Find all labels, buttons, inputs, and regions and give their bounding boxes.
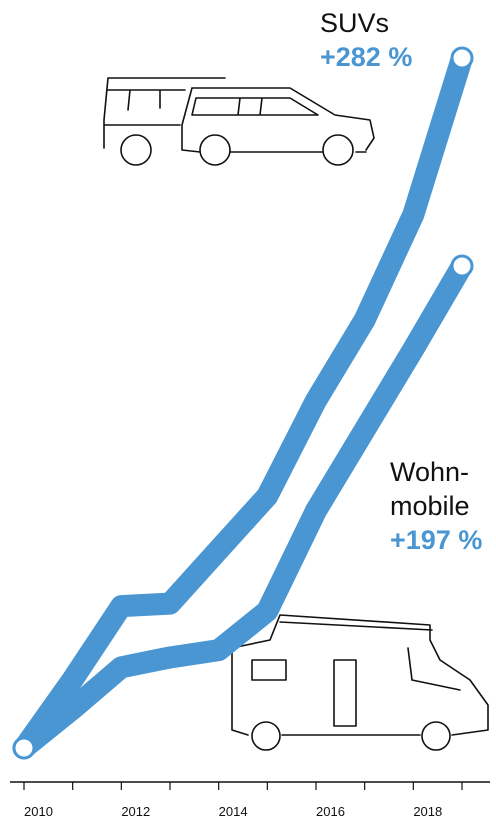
x-tick-label: 2014 xyxy=(219,804,248,819)
end-point xyxy=(450,46,474,70)
series-change: +282 % xyxy=(320,42,413,72)
end-point xyxy=(450,254,474,278)
series-name: SUVs xyxy=(320,8,390,38)
camper-icon xyxy=(231,614,489,751)
series-change: +197 % xyxy=(390,525,483,555)
series-line xyxy=(13,47,473,759)
x-tick-label: 2010 xyxy=(24,804,53,819)
x-tick-label: 2012 xyxy=(121,804,150,819)
suv-icon xyxy=(103,77,375,166)
x-tick-label: 2018 xyxy=(413,804,442,819)
end-point xyxy=(12,736,36,760)
series-name: Wohn-mobile xyxy=(390,457,470,521)
wohnmobile-label: Wohn-mobile +197 % xyxy=(390,455,496,557)
x-tick-label: 2016 xyxy=(316,804,345,819)
series-line xyxy=(13,254,473,759)
suv-label: SUVs +282 % xyxy=(320,6,460,74)
